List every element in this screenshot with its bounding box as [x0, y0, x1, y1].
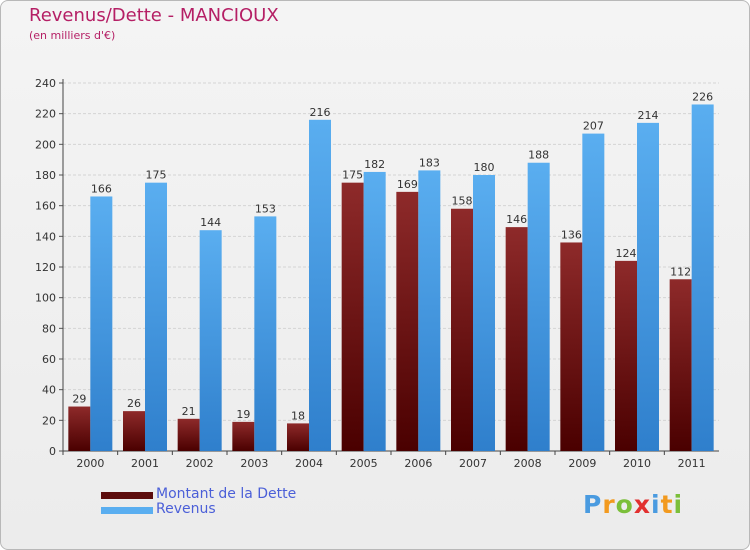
- bar-revenue-2000: [90, 196, 113, 451]
- x-tick-label-2008: 2008: [514, 457, 542, 470]
- data-label-revenue-2000: 166: [91, 182, 112, 195]
- bar-debt-2000: [68, 406, 91, 451]
- bar-revenue-2009: [582, 133, 605, 451]
- data-label-debt-2002: 21: [182, 405, 196, 418]
- data-label-debt-2003: 19: [236, 408, 250, 421]
- bar-debt-2001: [123, 411, 145, 451]
- bar-revenue-2002: [199, 230, 222, 451]
- legend-swatch-revenue: [101, 507, 153, 514]
- x-tick-label-2000: 2000: [76, 457, 104, 470]
- logo-letter: t: [660, 490, 674, 519]
- data-label-debt-2004: 18: [291, 409, 305, 422]
- bar-debt-2006: [396, 191, 419, 451]
- data-label-revenue-2001: 175: [146, 169, 167, 182]
- y-tick-label-80: 80: [42, 322, 56, 335]
- y-tick-label-160: 160: [35, 200, 56, 213]
- x-tick-label-2006: 2006: [404, 457, 432, 470]
- bar-debt-2009: [560, 242, 583, 451]
- proxiti-logo: Proxiti: [583, 490, 683, 519]
- logo-letter: r: [602, 490, 616, 519]
- data-label-revenue-2010: 214: [638, 109, 659, 122]
- data-label-debt-2008: 146: [506, 213, 527, 226]
- bar-revenue-2011: [691, 104, 714, 451]
- bar-debt-2002: [177, 418, 200, 451]
- y-tick-label-140: 140: [35, 230, 56, 243]
- bar-revenue-2001: [145, 182, 167, 451]
- data-label-revenue-2007: 180: [474, 161, 495, 174]
- bar-revenue-2005: [363, 171, 386, 451]
- x-tick-label-2011: 2011: [678, 457, 706, 470]
- data-label-debt-2010: 124: [616, 247, 637, 260]
- y-tick-label-20: 20: [42, 414, 56, 427]
- x-tick-label-2010: 2010: [623, 457, 651, 470]
- data-label-revenue-2002: 144: [200, 216, 221, 229]
- x-tick-label-2009: 2009: [568, 457, 596, 470]
- bar-revenue-2008: [527, 162, 550, 451]
- data-label-revenue-2011: 226: [692, 90, 713, 103]
- bar-debt-2007: [451, 208, 473, 451]
- data-label-revenue-2008: 188: [528, 149, 549, 162]
- bar-debt-2010: [615, 260, 637, 451]
- data-label-revenue-2006: 183: [419, 156, 440, 169]
- bar-revenue-2006: [418, 170, 441, 451]
- y-tick-label-220: 220: [35, 108, 56, 121]
- bar-debt-2011: [669, 279, 692, 451]
- bar-revenue-2003: [254, 216, 277, 451]
- y-tick-label-0: 0: [49, 445, 56, 458]
- chart-subtitle: (en milliers d'€): [29, 29, 116, 42]
- y-tick-label-40: 40: [42, 384, 56, 397]
- logo-letter: o: [615, 490, 634, 519]
- bar-debt-2008: [505, 227, 528, 451]
- y-tick-label-60: 60: [42, 353, 56, 366]
- data-label-debt-2007: 158: [452, 195, 473, 208]
- bar-revenue-2004: [309, 119, 331, 452]
- legend-swatch-debt: [101, 492, 153, 499]
- logo-letter: i: [651, 490, 661, 519]
- y-tick-label-200: 200: [35, 138, 56, 151]
- data-label-debt-2006: 169: [397, 178, 418, 191]
- y-tick-label-120: 120: [35, 261, 56, 274]
- y-tick-label-240: 240: [35, 77, 56, 90]
- data-label-revenue-2004: 216: [310, 106, 331, 119]
- x-tick-label-2004: 2004: [295, 457, 323, 470]
- chart-title: Revenus/Dette - MANCIOUX: [29, 5, 279, 26]
- data-label-debt-2005: 175: [342, 169, 363, 182]
- logo-letter: i: [673, 490, 684, 519]
- x-tick-label-2005: 2005: [350, 457, 378, 470]
- bar-debt-2004: [287, 423, 309, 451]
- bar-revenue-2010: [637, 122, 659, 451]
- logo-letter: P: [583, 490, 603, 519]
- legend-label-debt: Montant de la Dette: [156, 486, 297, 502]
- data-label-debt-2001: 26: [127, 397, 141, 410]
- data-label-debt-2009: 136: [561, 228, 582, 241]
- bar-debt-2003: [232, 421, 255, 451]
- bar-revenue-2007: [473, 175, 495, 451]
- y-tick-label-100: 100: [35, 292, 56, 305]
- y-tick-label-180: 180: [35, 169, 56, 182]
- data-label-revenue-2003: 153: [255, 202, 276, 215]
- x-tick-label-2001: 2001: [131, 457, 159, 470]
- x-tick-label-2003: 2003: [240, 457, 268, 470]
- data-label-debt-2011: 112: [670, 265, 691, 278]
- legend-label-revenue: Revenus: [156, 501, 216, 517]
- x-tick-label-2002: 2002: [186, 457, 214, 470]
- data-label-revenue-2005: 182: [364, 158, 385, 171]
- bar-debt-2005: [341, 182, 364, 451]
- x-tick-label-2007: 2007: [459, 457, 487, 470]
- data-label-debt-2000: 29: [72, 393, 86, 406]
- data-label-revenue-2009: 207: [583, 120, 604, 133]
- logo-letter: x: [633, 490, 651, 519]
